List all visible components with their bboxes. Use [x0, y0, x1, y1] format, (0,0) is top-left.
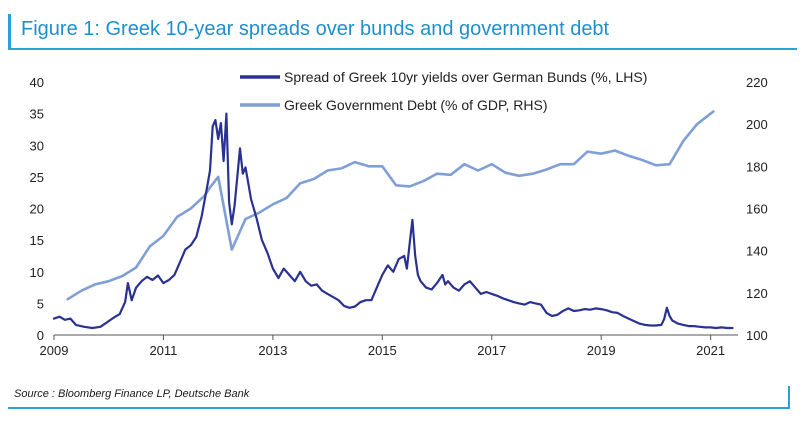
x-tick-label: 2009 — [40, 343, 69, 358]
y-right-tick-label: 180 — [746, 159, 768, 174]
x-tick-label: 2015 — [368, 343, 397, 358]
y-right-tick-label: 220 — [746, 75, 768, 90]
series-layer — [52, 110, 734, 330]
x-tick-label: 2011 — [149, 343, 177, 358]
x-tick-label: 2013 — [258, 343, 287, 358]
legend-label-spread: Spread of Greek 10yr yields over German … — [284, 69, 647, 85]
y-left-tick-label: 15 — [30, 233, 44, 248]
spread-series-line — [52, 112, 734, 330]
footer-rule-edge — [788, 386, 790, 409]
x-tick-label: 2021 — [696, 343, 725, 358]
y-right-tick-label: 120 — [746, 286, 768, 301]
y-right-tick-label: 140 — [746, 244, 768, 259]
x-tick-label: 2017 — [477, 343, 506, 358]
y-left-tick-label: 5 — [37, 296, 44, 311]
y-left-tick-label: 25 — [30, 170, 44, 185]
y-left-tick-label: 0 — [37, 328, 44, 343]
source-note: Source : Bloomberg Finance LP, Deutsche … — [14, 388, 250, 400]
y-right-tick-label: 200 — [746, 117, 768, 132]
y-left-tick-label: 35 — [30, 107, 44, 122]
x-tick-label: 2019 — [587, 343, 616, 358]
title-bar: Figure 1: Greek 10-year spreads over bun… — [8, 14, 797, 50]
y-left-tick-label: 40 — [30, 75, 44, 90]
debt-series-line — [66, 110, 715, 301]
footer-rule — [8, 407, 790, 409]
y-left-tick-label: 20 — [30, 202, 44, 217]
y-left-tick-label: 30 — [30, 138, 44, 153]
axes: 2009 2011 2013 2015 2017 2019 2021 0 5 10 15 20 25 30… — [30, 75, 768, 358]
y-right-tick-label: 100 — [746, 328, 768, 343]
figure-title: Figure 1: Greek 10-year spreads over bun… — [21, 18, 610, 40]
legend: Spread of Greek 10yr yields over German … — [240, 69, 647, 113]
y-left-tick-label: 10 — [30, 265, 44, 280]
y-right-tick-label: 160 — [746, 202, 768, 217]
legend-label-debt: Greek Government Debt (% of GDP, RHS) — [284, 97, 548, 113]
chart: 2009 2011 2013 2015 2017 2019 2021 0 5 10 15 20 25 30… — [30, 69, 768, 358]
